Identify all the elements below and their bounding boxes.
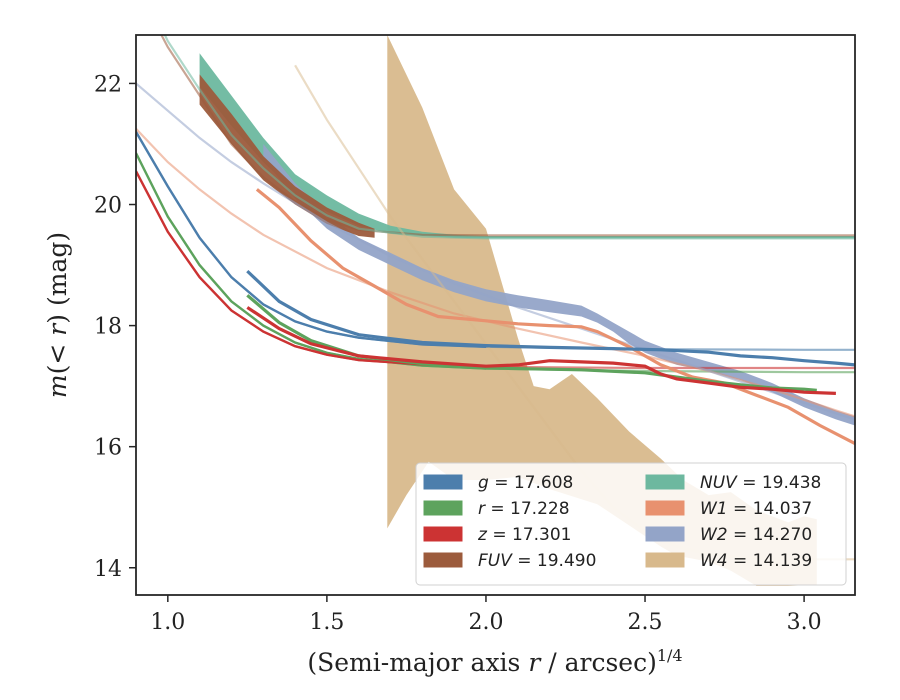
x-axis-label: (Semi-major axis r / arcsec)1/4 xyxy=(307,646,682,677)
y-tick-label: 16 xyxy=(94,436,122,461)
legend-entry-w4: W4 = 14.139 xyxy=(700,551,812,571)
x-tick-label: 2.5 xyxy=(628,610,663,635)
legend-swatch-r xyxy=(423,500,463,516)
legend-entry-z: z = 17.301 xyxy=(477,525,571,545)
x-tick-label: 2.0 xyxy=(468,610,503,635)
legend-entry-w2: W2 = 14.270 xyxy=(700,525,812,545)
legend-swatch-g xyxy=(423,474,463,490)
legend-entry-nuv: NUV = 19.438 xyxy=(700,473,821,493)
model-curve-strong-z xyxy=(136,170,487,368)
band-w4 xyxy=(387,35,817,586)
legend-entry-fuv: FUV = 19.490 xyxy=(478,551,596,571)
model-curve-fuv xyxy=(160,35,855,237)
x-tick-label: 1.0 xyxy=(150,610,185,635)
x-tick-label: 3.0 xyxy=(787,610,822,635)
legend-swatch-w2 xyxy=(645,526,685,542)
plot-frame xyxy=(135,34,856,596)
legend-entry-g: g = 17.608 xyxy=(478,473,573,493)
profile-curve-z xyxy=(246,306,836,395)
legend-entry-w1: W1 = 14.037 xyxy=(700,499,812,519)
model-curve-nuv xyxy=(163,35,855,240)
profile-curve-w1 xyxy=(255,188,855,446)
y-tick-label: 18 xyxy=(94,315,122,340)
model-curve-strong-g xyxy=(136,131,487,348)
legend-box xyxy=(415,462,847,586)
y-tick-label: 22 xyxy=(94,72,122,97)
legend-entry-r: r = 17.228 xyxy=(478,499,570,519)
legend-swatch-nuv xyxy=(645,474,685,490)
legend: g = 17.608 r = 17.228 z = 17.301 FUV = 19.4… xyxy=(415,462,847,586)
x-tick-label: 1.5 xyxy=(309,610,344,635)
y-axis-label: m(< r) (mag) xyxy=(43,232,72,398)
plot-area xyxy=(136,35,855,586)
band-nuv xyxy=(199,53,855,239)
legend-swatch-z xyxy=(423,526,463,542)
legend-swatch-w1 xyxy=(645,500,685,516)
y-tick-label: 14 xyxy=(94,557,122,582)
legend-swatch-fuv xyxy=(423,552,463,568)
model-curve-w1 xyxy=(136,128,855,418)
legend-swatch-w4 xyxy=(645,552,685,568)
profile-curve-g xyxy=(246,269,855,367)
y-tick-label: 20 xyxy=(94,194,122,219)
axis-ticks: 1.0 1.5 2.0 2.5 3.0 14 16 18 20 22 xyxy=(94,72,822,635)
